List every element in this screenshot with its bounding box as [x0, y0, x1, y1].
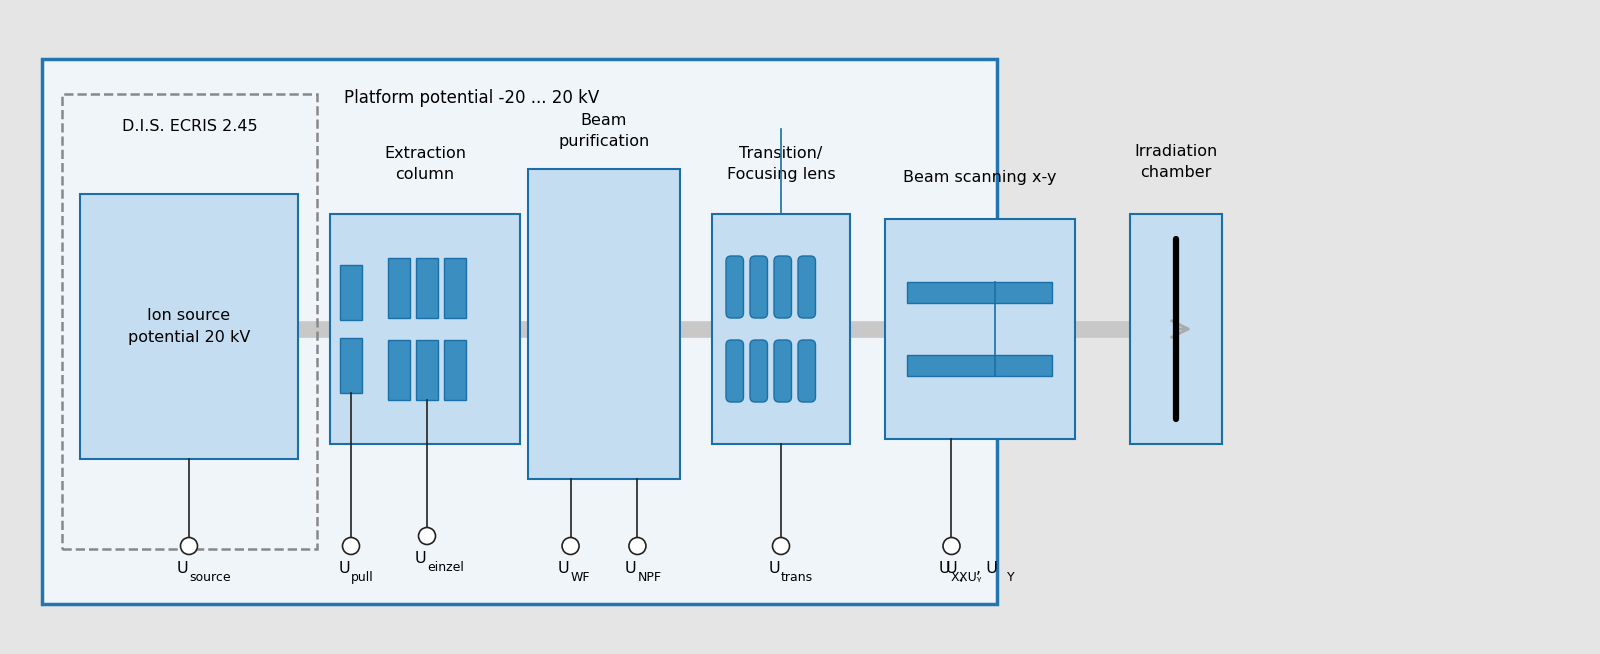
Circle shape	[629, 538, 646, 555]
Text: source: source	[189, 571, 230, 584]
Text: Y: Y	[1006, 571, 1014, 584]
Circle shape	[342, 538, 360, 555]
Text: Irradiation
chamber: Irradiation chamber	[1134, 144, 1218, 180]
Bar	[885, 219, 1075, 439]
Text: WF: WF	[571, 571, 590, 584]
Text: Beam
purification: Beam purification	[558, 113, 650, 149]
FancyBboxPatch shape	[750, 256, 768, 318]
Bar	[387, 340, 410, 400]
Text: U: U	[414, 551, 426, 566]
Text: U: U	[768, 561, 779, 576]
Bar	[62, 94, 317, 549]
Text: Transition/
Focusing lens: Transition/ Focusing lens	[726, 146, 835, 182]
Text: U: U	[939, 561, 950, 576]
Bar	[445, 258, 466, 318]
Text: einzel: einzel	[427, 561, 464, 574]
Bar	[339, 338, 362, 393]
Bar	[1130, 214, 1222, 444]
Text: Platform potential -20 ... 20 kV: Platform potential -20 ... 20 kV	[344, 89, 600, 107]
Text: , U: , U	[976, 561, 998, 576]
Bar	[712, 214, 850, 444]
Text: X: X	[958, 571, 966, 584]
Text: NPF: NPF	[637, 571, 661, 584]
Text: U: U	[558, 561, 570, 576]
Bar	[42, 59, 997, 604]
Bar	[416, 340, 438, 400]
Bar	[416, 258, 438, 318]
Bar	[387, 258, 410, 318]
Circle shape	[419, 528, 435, 545]
Bar	[339, 265, 362, 320]
FancyBboxPatch shape	[726, 340, 744, 402]
FancyBboxPatch shape	[774, 340, 792, 402]
Text: U: U	[946, 561, 957, 576]
Text: D.I.S. ECRIS 2.45: D.I.S. ECRIS 2.45	[122, 119, 258, 134]
Bar	[80, 194, 298, 459]
FancyBboxPatch shape	[726, 256, 744, 318]
Text: pull: pull	[350, 571, 374, 584]
Bar	[330, 214, 520, 444]
Circle shape	[181, 538, 197, 555]
Circle shape	[562, 538, 579, 555]
FancyBboxPatch shape	[774, 256, 792, 318]
Bar	[907, 355, 1053, 376]
Text: Ion source
potential 20 kV: Ion source potential 20 kV	[128, 308, 250, 345]
Text: X, Uᵧ: X, Uᵧ	[952, 571, 982, 584]
Text: U: U	[338, 561, 350, 576]
Text: U: U	[624, 561, 637, 576]
Text: Extraction
column: Extraction column	[384, 146, 466, 182]
Bar	[907, 282, 1053, 303]
Bar	[528, 169, 680, 479]
Text: U: U	[176, 561, 187, 576]
FancyBboxPatch shape	[750, 340, 768, 402]
Bar	[445, 340, 466, 400]
FancyBboxPatch shape	[798, 256, 816, 318]
FancyBboxPatch shape	[798, 340, 816, 402]
Circle shape	[942, 538, 960, 555]
Circle shape	[773, 538, 789, 555]
Text: trans: trans	[781, 571, 813, 584]
Text: Beam scanning x-y: Beam scanning x-y	[904, 169, 1056, 184]
